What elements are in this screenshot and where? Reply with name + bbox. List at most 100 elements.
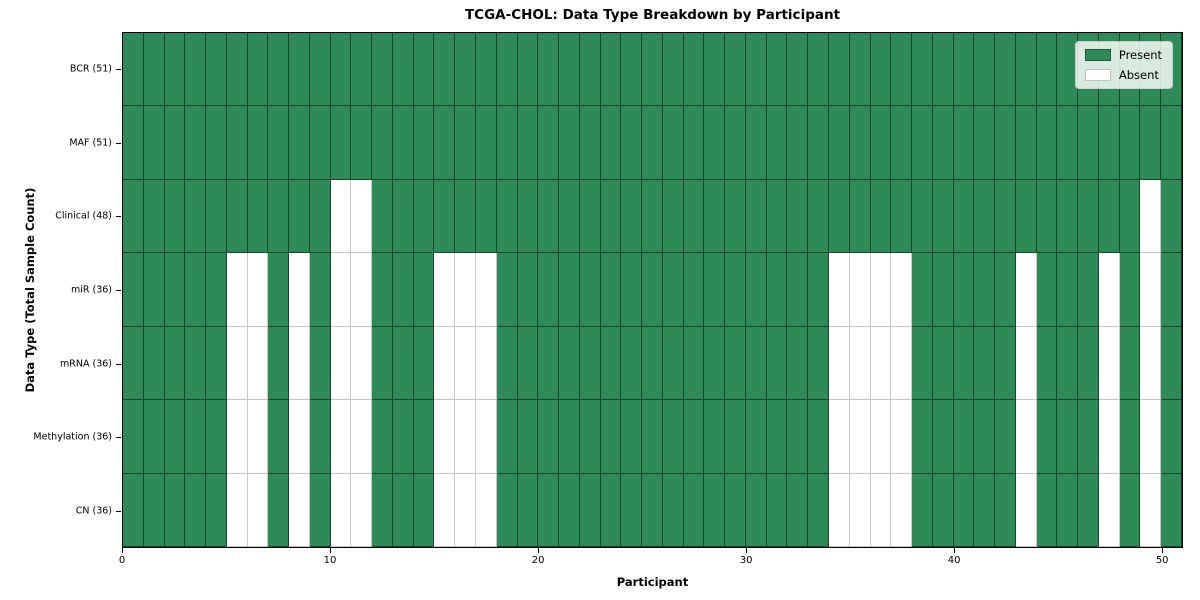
legend-swatch-absent-icon <box>1084 69 1111 81</box>
matrix-cell-Clinical-p21 <box>559 179 580 254</box>
matrix-cell-BCR-p22 <box>579 33 601 107</box>
matrix-cell-BCR-p1 <box>143 33 165 107</box>
matrix-cell-mRNA-p9 <box>309 326 331 401</box>
matrix-cell-miR-p18 <box>496 253 518 327</box>
matrix-cell-BCR-p15 <box>434 33 456 107</box>
x-axis-label: Participant <box>616 575 689 589</box>
y-tick-mark-Methylation <box>116 437 121 439</box>
matrix-cell-BCR-p25 <box>642 33 663 107</box>
matrix-cell-miR-p49 <box>1140 253 1162 327</box>
matrix-cell-CN-p12 <box>372 473 393 547</box>
matrix-cell-MAF-p11 <box>351 106 373 180</box>
matrix-cell-Methylation-p16 <box>455 400 476 474</box>
matrix-cell-BCR-p44 <box>1036 33 1058 107</box>
matrix-cell-mRNA-p14 <box>413 326 435 401</box>
matrix-cell-CN-p16 <box>455 473 476 547</box>
matrix-cell-miR-p26 <box>662 253 684 327</box>
matrix-cell-Clinical-p33 <box>808 179 829 254</box>
y-tick-mark-Clinical <box>116 216 121 218</box>
matrix-cell-CN-p20 <box>538 473 560 547</box>
matrix-cell-miR-p34 <box>828 253 850 327</box>
matrix-cell-MAF-p17 <box>475 106 497 180</box>
matrix-cell-MAF-p34 <box>828 106 850 180</box>
legend-label-present: Present <box>1118 48 1162 62</box>
y-tick-label-mRNA: mRNA (36) <box>60 358 112 370</box>
matrix-cell-MAF-p12 <box>372 106 393 180</box>
matrix-cell-CN-p27 <box>683 473 705 547</box>
matrix-cell-CN-p43 <box>1015 473 1037 547</box>
matrix-cell-Clinical-p24 <box>621 179 643 254</box>
matrix-cell-CN-p14 <box>413 473 435 547</box>
matrix-cell-CN-p47 <box>1098 473 1120 547</box>
matrix-cell-mRNA-p21 <box>559 326 580 401</box>
matrix-cell-MAF-p30 <box>745 106 767 180</box>
x-tick-mark-20 <box>538 548 540 553</box>
matrix-cell-Clinical-p19 <box>517 179 539 254</box>
matrix-cell-BCR-p5 <box>226 33 248 107</box>
matrix-cell-Methylation-p17 <box>475 400 497 474</box>
matrix-cell-mRNA-p10 <box>330 326 352 401</box>
matrix-cell-CN-p44 <box>1036 473 1058 547</box>
matrix-cell-mRNA-p0 <box>123 326 144 401</box>
matrix-cell-CN-p9 <box>309 473 331 547</box>
matrix-cell-miR-p31 <box>766 253 788 327</box>
matrix-cell-mRNA-p41 <box>974 326 996 401</box>
matrix-cell-miR-p46 <box>1078 253 1099 327</box>
matrix-cell-Clinical-p20 <box>538 179 560 254</box>
matrix-cell-MAF-p25 <box>642 106 663 180</box>
matrix-cell-CN-p34 <box>828 473 850 547</box>
matrix-cell-BCR-p26 <box>662 33 684 107</box>
matrix-cell-Clinical-p1 <box>143 179 165 254</box>
matrix-cell-MAF-p3 <box>185 106 207 180</box>
matrix-cell-CN-p15 <box>434 473 456 547</box>
matrix-cell-MAF-p37 <box>891 106 913 180</box>
matrix-cell-Clinical-p37 <box>891 179 913 254</box>
matrix-cell-Methylation-p15 <box>434 400 456 474</box>
matrix-cell-CN-p50 <box>1161 473 1182 547</box>
matrix-cell-MAF-p8 <box>289 106 310 180</box>
matrix-cell-mRNA-p42 <box>995 326 1016 401</box>
matrix-cell-miR-p9 <box>309 253 331 327</box>
matrix-cell-MAF-p33 <box>808 106 829 180</box>
matrix-cell-miR-p44 <box>1036 253 1058 327</box>
matrix-cell-Methylation-p49 <box>1140 400 1162 474</box>
y-tick-label-miR: miR (36) <box>70 284 112 296</box>
matrix-cell-Clinical-p32 <box>787 179 809 254</box>
matrix-cell-MAF-p6 <box>247 106 269 180</box>
matrix-cell-mRNA-p3 <box>185 326 207 401</box>
matrix-cell-Clinical-p49 <box>1140 179 1162 254</box>
y-tick-mark-CN <box>116 511 121 513</box>
matrix-cell-Methylation-p21 <box>559 400 580 474</box>
matrix-cell-BCR-p9 <box>309 33 331 107</box>
matrix-cell-CN-p11 <box>351 473 373 547</box>
legend-item-absent: Absent <box>1084 68 1162 82</box>
matrix-cell-BCR-p30 <box>745 33 767 107</box>
matrix-cell-mRNA-p40 <box>953 326 975 401</box>
y-tick-mark-mRNA <box>116 363 121 365</box>
y-tick-mark-BCR <box>116 68 121 70</box>
matrix-cell-miR-p40 <box>953 253 975 327</box>
matrix-cell-mRNA-p38 <box>912 326 933 401</box>
matrix-cell-Methylation-p12 <box>372 400 393 474</box>
matrix-cell-Methylation-p29 <box>725 400 746 474</box>
matrix-cell-MAF-p23 <box>600 106 622 180</box>
matrix-cell-MAF-p35 <box>849 106 871 180</box>
matrix-cell-miR-p7 <box>268 253 290 327</box>
matrix-cell-BCR-p8 <box>289 33 310 107</box>
matrix-cell-Clinical-p23 <box>600 179 622 254</box>
matrix-cell-Methylation-p26 <box>662 400 684 474</box>
presence-matrix <box>123 33 1182 547</box>
matrix-cell-miR-p4 <box>206 253 227 327</box>
matrix-cell-mRNA-p6 <box>247 326 269 401</box>
matrix-cell-CN-p37 <box>891 473 913 547</box>
matrix-cell-mRNA-p1 <box>143 326 165 401</box>
matrix-cell-Clinical-p15 <box>434 179 456 254</box>
matrix-cell-MAF-p45 <box>1057 106 1079 180</box>
matrix-cell-BCR-p35 <box>849 33 871 107</box>
matrix-cell-Clinical-p47 <box>1098 179 1120 254</box>
y-tick-label-Methylation: Methylation (36) <box>33 431 112 443</box>
matrix-cell-CN-p7 <box>268 473 290 547</box>
matrix-cell-BCR-p38 <box>912 33 933 107</box>
matrix-cell-BCR-p12 <box>372 33 393 107</box>
